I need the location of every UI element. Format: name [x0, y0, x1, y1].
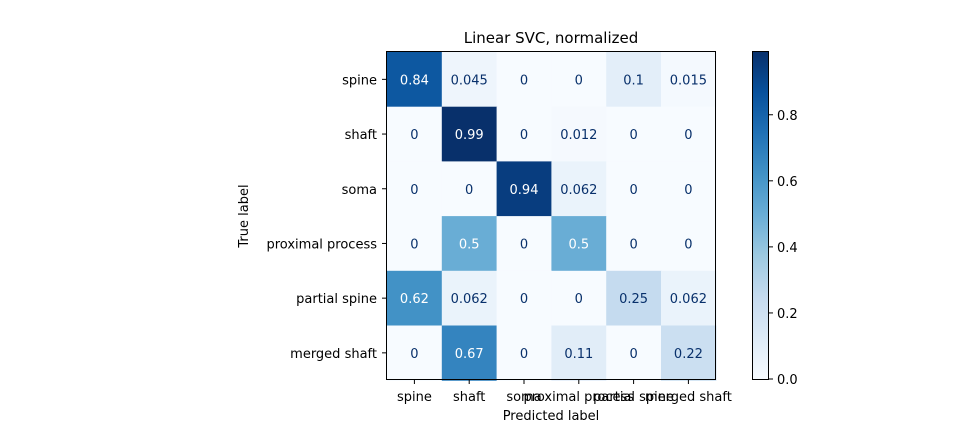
- heatmap-cell: [496, 52, 552, 108]
- heatmap-cell: [551, 52, 607, 108]
- colorbar-tick-label: 0.0: [777, 373, 798, 388]
- cell-value-label: 0.062: [560, 183, 597, 198]
- cell-value-label: 0.015: [670, 73, 707, 88]
- y-tick-label: shaft: [345, 128, 377, 143]
- heatmap-cell: [387, 106, 443, 162]
- cell-value-label: 0: [410, 128, 418, 143]
- colorbar-tick-label: 0.8: [777, 109, 798, 124]
- cell-value-label: 0: [629, 237, 637, 252]
- heatmap-cell: [387, 52, 443, 108]
- cell-value-label: 0.5: [459, 237, 480, 252]
- heatmap-cell: [387, 161, 443, 217]
- heatmap-cell: [661, 161, 717, 217]
- heatmap-cell: [496, 270, 552, 327]
- colorbar-tick-label: 0.2: [777, 307, 798, 322]
- x-tick-label: partial spine: [593, 390, 674, 405]
- cell-value-label: 0: [520, 347, 528, 362]
- cell-value-label: 0: [520, 292, 528, 307]
- cell-value-label: 0: [629, 128, 637, 143]
- x-tick-label: shaft: [453, 390, 485, 405]
- heatmap-cell: [661, 106, 717, 162]
- cell-value-label: 0.94: [510, 183, 539, 198]
- y-axis-label: True label: [237, 184, 252, 248]
- heatmap-cell: [387, 270, 443, 327]
- heatmap-cell: [661, 270, 717, 327]
- heatmap-cell: [606, 216, 662, 272]
- cell-value-label: 0: [684, 183, 692, 198]
- heatmap-cell: [551, 106, 607, 162]
- y-tick-label: partial spine: [296, 292, 377, 307]
- heatmap-cell: [551, 216, 607, 272]
- y-tick-label: proximal process: [267, 237, 378, 252]
- cell-value-label: 0.012: [560, 128, 597, 143]
- cell-value-label: 0.1: [623, 73, 644, 88]
- cell-value-label: 0: [629, 347, 637, 362]
- heatmap-cell: [661, 325, 717, 381]
- x-tick-label: merged shaft: [645, 390, 732, 405]
- cell-value-label: 0: [520, 237, 528, 252]
- cell-value-label: 0.25: [619, 292, 648, 307]
- heatmap-cell: [441, 270, 498, 327]
- heatmap-cell: [606, 161, 662, 217]
- y-tick-label: soma: [342, 183, 377, 198]
- y-tick-label: spine: [342, 73, 377, 88]
- heatmap-cell: [606, 52, 662, 108]
- cell-value-label: 0: [410, 347, 418, 362]
- y-tick-label: merged shaft: [290, 347, 377, 362]
- cell-value-label: 0: [575, 292, 583, 307]
- heatmap-cell: [661, 216, 717, 272]
- cell-value-label: 0.045: [451, 73, 488, 88]
- cell-value-label: 0.99: [455, 128, 484, 143]
- heatmap-cell: [441, 106, 498, 162]
- cell-value-label: 0: [520, 73, 528, 88]
- cell-value-label: 0.67: [455, 347, 484, 362]
- plot-frame: [386, 51, 716, 380]
- heatmap-cell: [606, 325, 662, 381]
- heatmap-cell: [496, 161, 552, 217]
- cell-value-label: 0.84: [400, 73, 429, 88]
- cell-value-label: 0: [575, 73, 583, 88]
- cell-value-label: 0: [629, 183, 637, 198]
- cell-value-label: 0: [520, 128, 528, 143]
- heatmap-cell: [496, 216, 552, 272]
- colorbar-ticks: 0.0 0.2 0.4 0.6 0.8: [769, 109, 798, 388]
- cell-value-label: 0.11: [564, 347, 593, 362]
- cell-value-label: 0.062: [670, 292, 707, 307]
- cell-value-label: 0.5: [568, 237, 589, 252]
- colorbar-tick-label: 0.4: [777, 241, 798, 256]
- heatmap-cell: [551, 325, 607, 381]
- y-axis-ticks: spine shaft soma proximal process partial sp…: [267, 73, 386, 362]
- cell-value-label: 0: [684, 128, 692, 143]
- cell-value-label: 0.062: [451, 292, 488, 307]
- cell-value-label: 0.22: [674, 347, 703, 362]
- cell-value-label: 0: [684, 237, 692, 252]
- chart-title: Linear SVC, normalized: [464, 29, 639, 47]
- cell-value-label: 0: [410, 237, 418, 252]
- x-axis-label: Predicted label: [503, 409, 600, 424]
- colorbar-tick-label: 0.6: [777, 175, 798, 190]
- heatmap-cell: [441, 161, 498, 217]
- x-tick-label: proximal process: [524, 390, 635, 405]
- heatmap-cell: [661, 52, 717, 108]
- cell-value-label: 0.62: [400, 292, 429, 307]
- heatmap-cell: [551, 270, 607, 327]
- x-tick-label: spine: [397, 390, 432, 405]
- heatmap-cell: [496, 325, 552, 381]
- colorbar: [752, 51, 769, 380]
- cell-value-label: 0: [465, 183, 473, 198]
- heatmap-cells: 0.84 0.045 0 0 0.1 0.015 0 0.99 0 0.012 0 0 0 0 0.94 0.…: [387, 52, 717, 381]
- heatmap-cell: [441, 52, 498, 108]
- heatmap-cell: [441, 325, 498, 381]
- heatmap-cell: [606, 106, 662, 162]
- x-tick-label: soma: [506, 390, 541, 405]
- heatmap-cell: [551, 161, 607, 217]
- heatmap-cell: [387, 216, 443, 272]
- heatmap-cell: [387, 325, 443, 381]
- cell-value-label: 0: [410, 183, 418, 198]
- heatmap-cell: [441, 216, 498, 272]
- heatmap-cell: [496, 106, 552, 162]
- heatmap-cell: [606, 270, 662, 327]
